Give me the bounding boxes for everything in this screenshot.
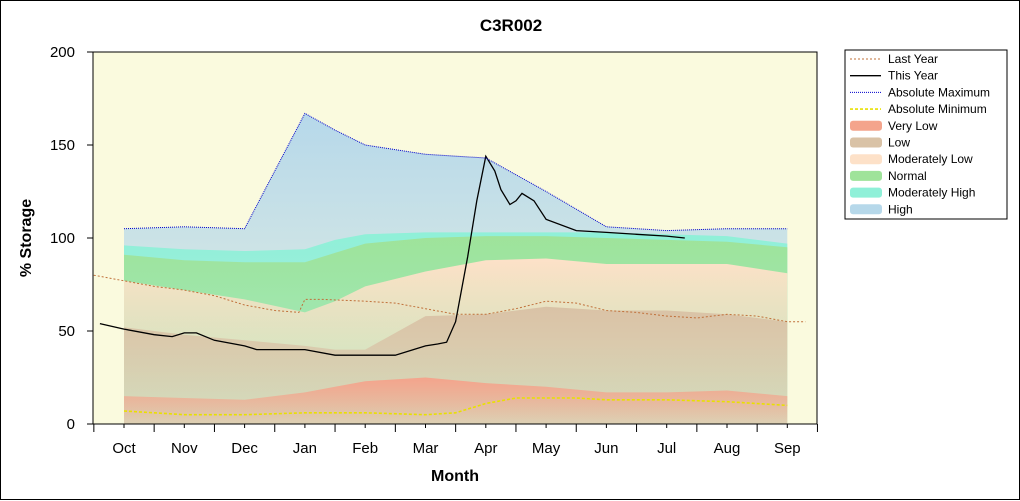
legend-swatch [850, 120, 882, 131]
series-this-year [99, 154, 685, 356]
x-tick-label: Mar [413, 440, 439, 457]
legend-label: This Year [888, 69, 938, 83]
y-tick-label: 50 [58, 323, 75, 340]
legend-swatch [850, 187, 882, 198]
bands-layer [124, 113, 788, 425]
x-tick-label: May [532, 440, 561, 457]
legend-item-moderately-low: Moderately Low [850, 152, 973, 166]
series-absolute-minimum [123, 397, 788, 416]
x-tick-label: Feb [352, 440, 378, 457]
y-tick-label: 200 [50, 44, 75, 61]
legend-swatch [850, 170, 882, 181]
legend-item-this-year: This Year [850, 69, 938, 83]
band-very-low [124, 377, 788, 424]
legend-item-normal: Normal [850, 169, 927, 183]
axes-layer: 0 50 100 150 200 Oct Nov Dec Jan Feb Mar Apr May Jun J… [50, 44, 818, 457]
x-tick-label: Apr [474, 440, 497, 457]
legend-label: Absolute Minimum [888, 102, 987, 116]
x-tick-label: Oct [112, 440, 136, 457]
legend-swatch [850, 137, 882, 148]
x-tick-label: Jan [293, 440, 317, 457]
x-tick-label: Dec [231, 440, 258, 457]
lines-layer [93, 112, 806, 416]
chart-title: C3R002 [480, 16, 542, 35]
legend-label: Normal [888, 169, 927, 183]
x-tick-label: Aug [714, 440, 741, 457]
x-axis-label: Month [431, 468, 479, 485]
x-tick-label: Jul [657, 440, 676, 457]
legend-label: Last Year [888, 52, 938, 66]
legend-item-high: High [850, 202, 913, 216]
legend-item-abs-min: Absolute Minimum [850, 102, 987, 116]
legend: Last Year This Year Absolute Maximum Absolu… [844, 49, 1008, 220]
legend-item-abs-max: Absolute Maximum [850, 85, 990, 99]
y-tick-label: 100 [50, 230, 75, 247]
legend-item-moderately-high: Moderately High [850, 186, 975, 200]
y-tick-label: 150 [50, 137, 75, 154]
legend-label: Very Low [888, 119, 938, 133]
series-last-year [93, 274, 806, 323]
y-axis-label: % Storage [18, 199, 35, 277]
legend-item-very-low: Very Low [850, 119, 938, 133]
y-tick-label: 0 [67, 416, 75, 433]
series-absolute-maximum [123, 112, 788, 232]
legend-item-last-year: Last Year [850, 52, 938, 66]
legend-swatch [850, 154, 882, 165]
x-tick-label: Sep [774, 440, 801, 457]
legend-label: Moderately Low [888, 152, 973, 166]
legend-label: Absolute Maximum [888, 85, 990, 99]
legend-label: Low [888, 136, 910, 150]
legend-item-low: Low [850, 136, 910, 150]
legend-swatch [850, 204, 882, 215]
legend-label: Moderately High [888, 186, 975, 200]
x-tick-label: Jun [594, 440, 618, 457]
legend-label: High [888, 202, 913, 216]
x-tick-label: Nov [171, 440, 198, 457]
